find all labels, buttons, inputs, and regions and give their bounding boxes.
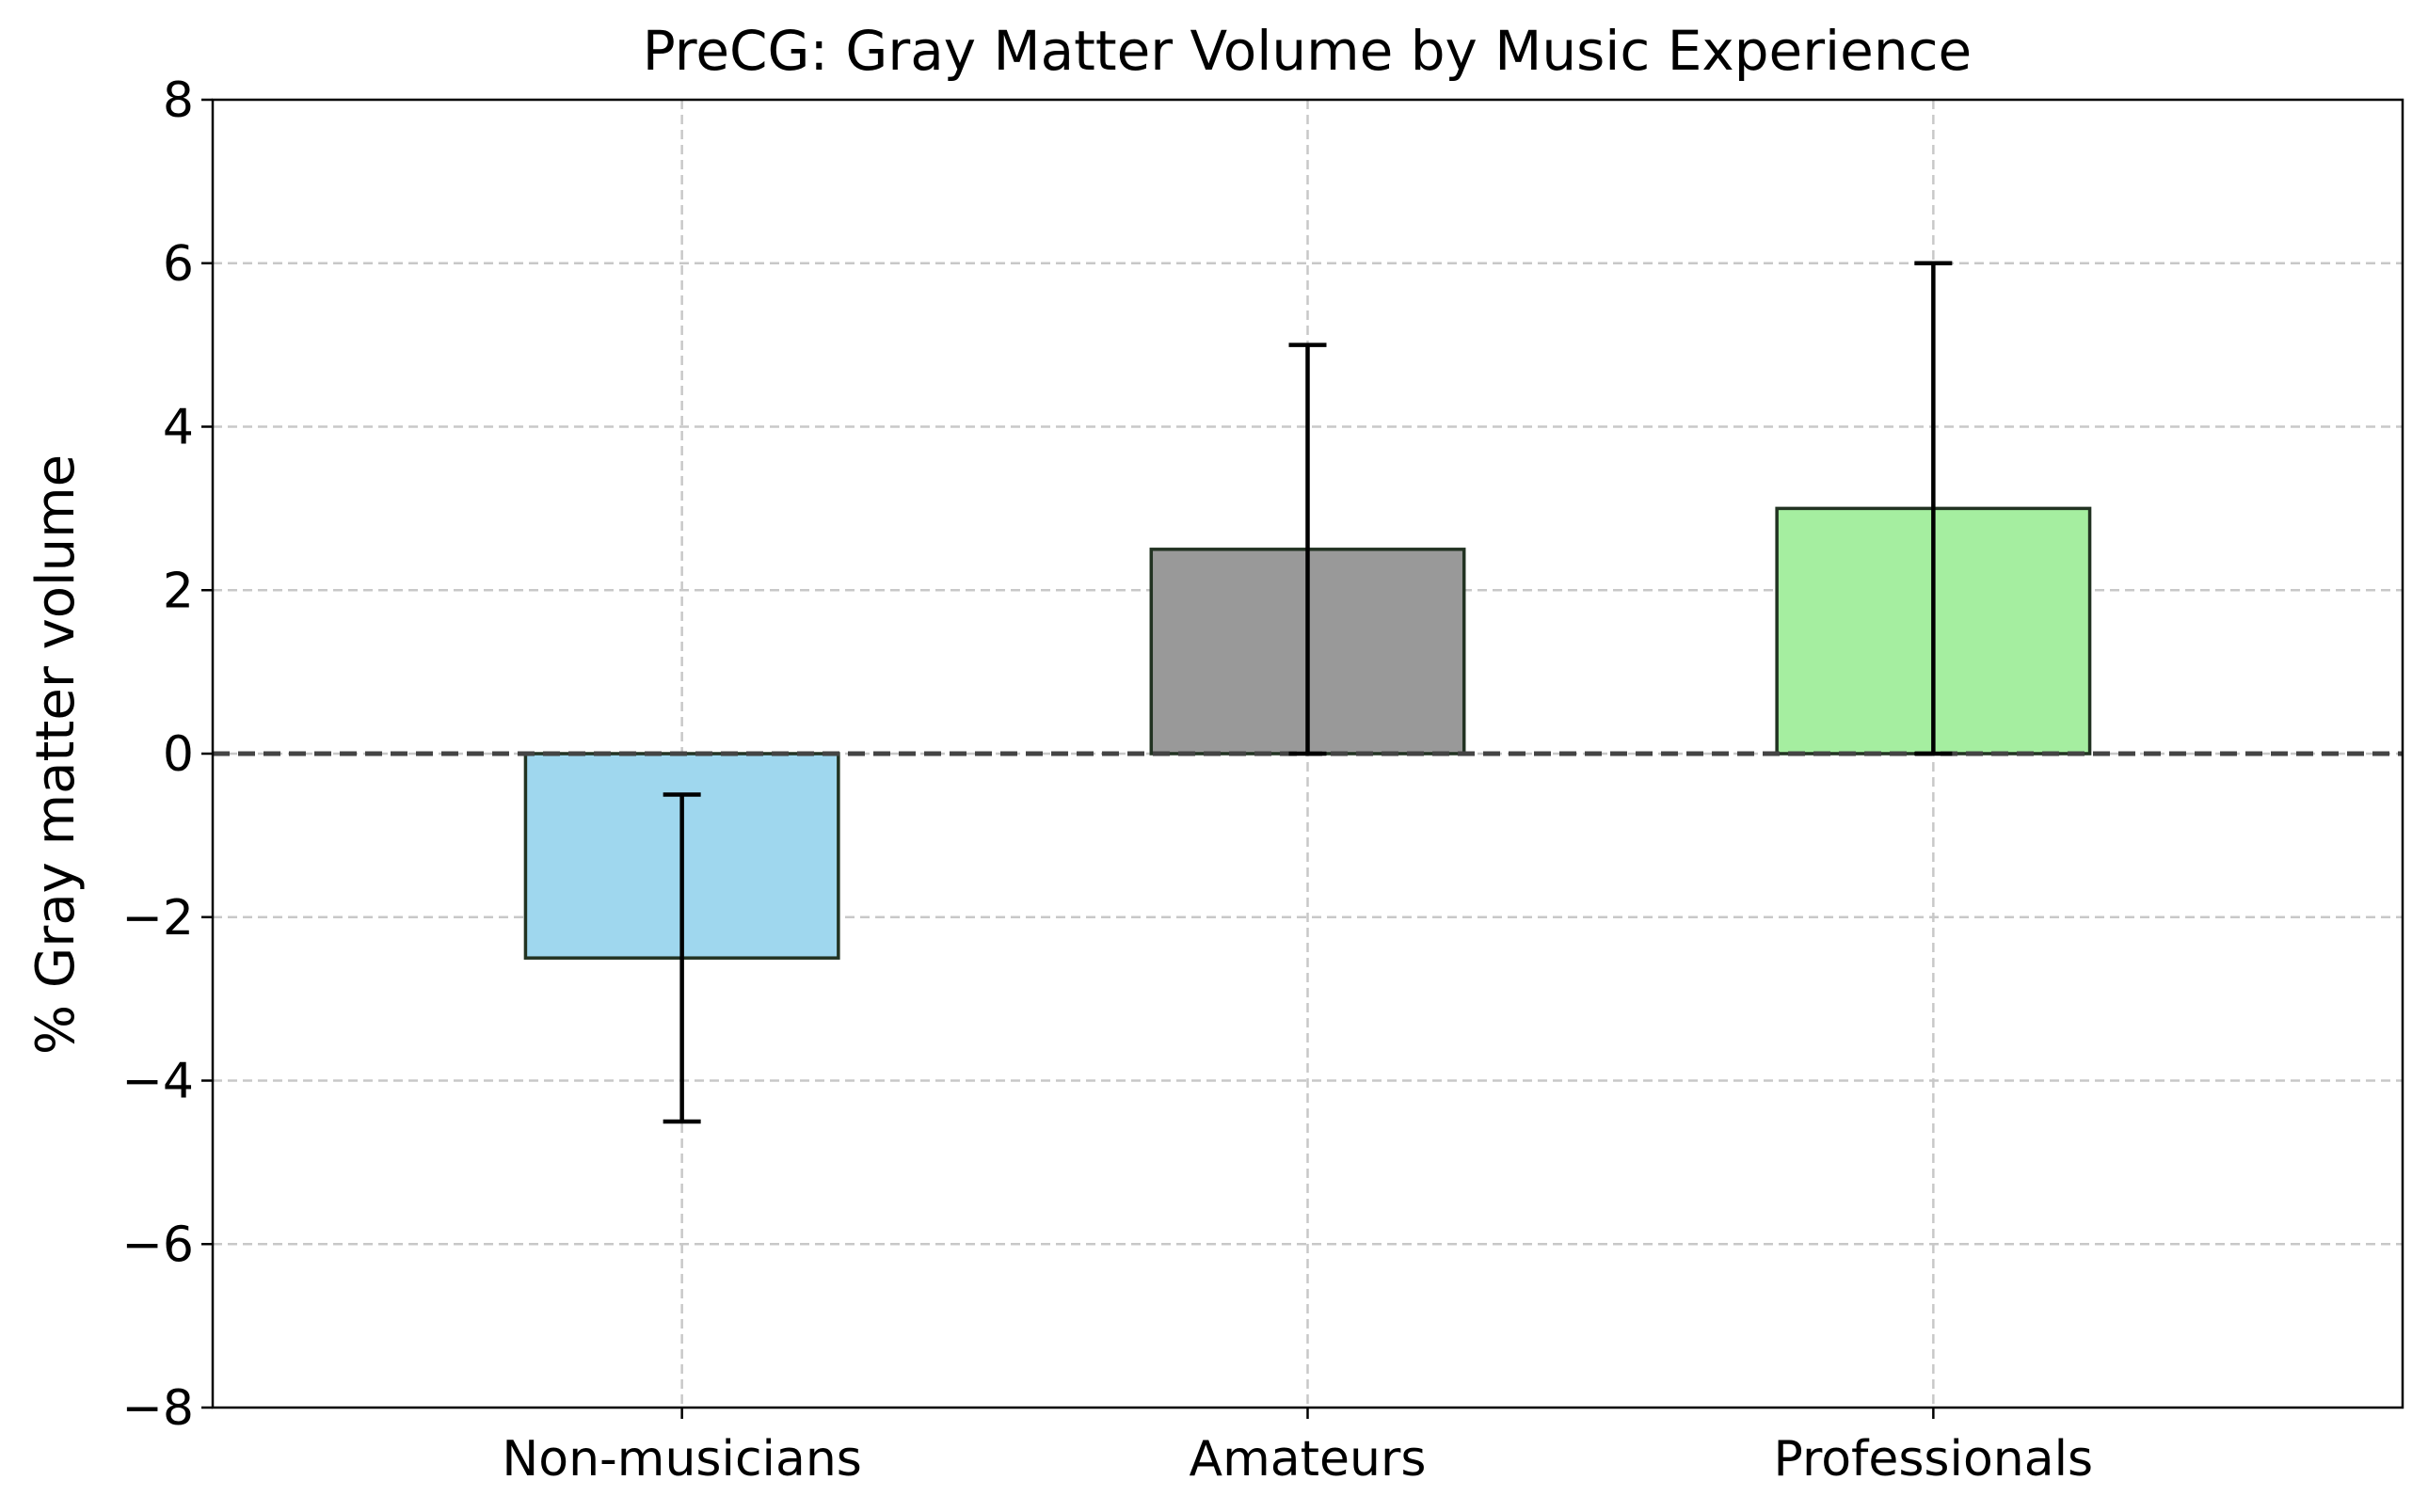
y-tick-label: 0	[163, 726, 194, 783]
y-tick-label: 8	[163, 72, 194, 129]
y-axis-label: % Gray matter volume	[25, 454, 87, 1055]
axis-ticks: −8 −6 −4 −2 0 2 4 6 8 Non-musicians Amateurs Profes…	[121, 72, 2093, 1488]
y-tick-label: −6	[121, 1217, 194, 1273]
y-tick-label: 6	[163, 236, 194, 293]
y-tick-label: 2	[163, 563, 194, 619]
y-tick-label: −4	[121, 1054, 194, 1110]
x-tick-label: Amateurs	[1190, 1431, 1427, 1488]
error-bars	[663, 261, 1953, 1124]
x-tick-label: Professionals	[1774, 1431, 2094, 1488]
x-tick-label: Non-musicians	[502, 1431, 862, 1488]
chart-title: PreCG: Gray Matter Volume by Music Exper…	[643, 19, 1972, 83]
y-tick-label: 4	[163, 400, 194, 456]
y-tick-label: −8	[121, 1380, 194, 1437]
y-tick-label: −2	[121, 890, 194, 947]
